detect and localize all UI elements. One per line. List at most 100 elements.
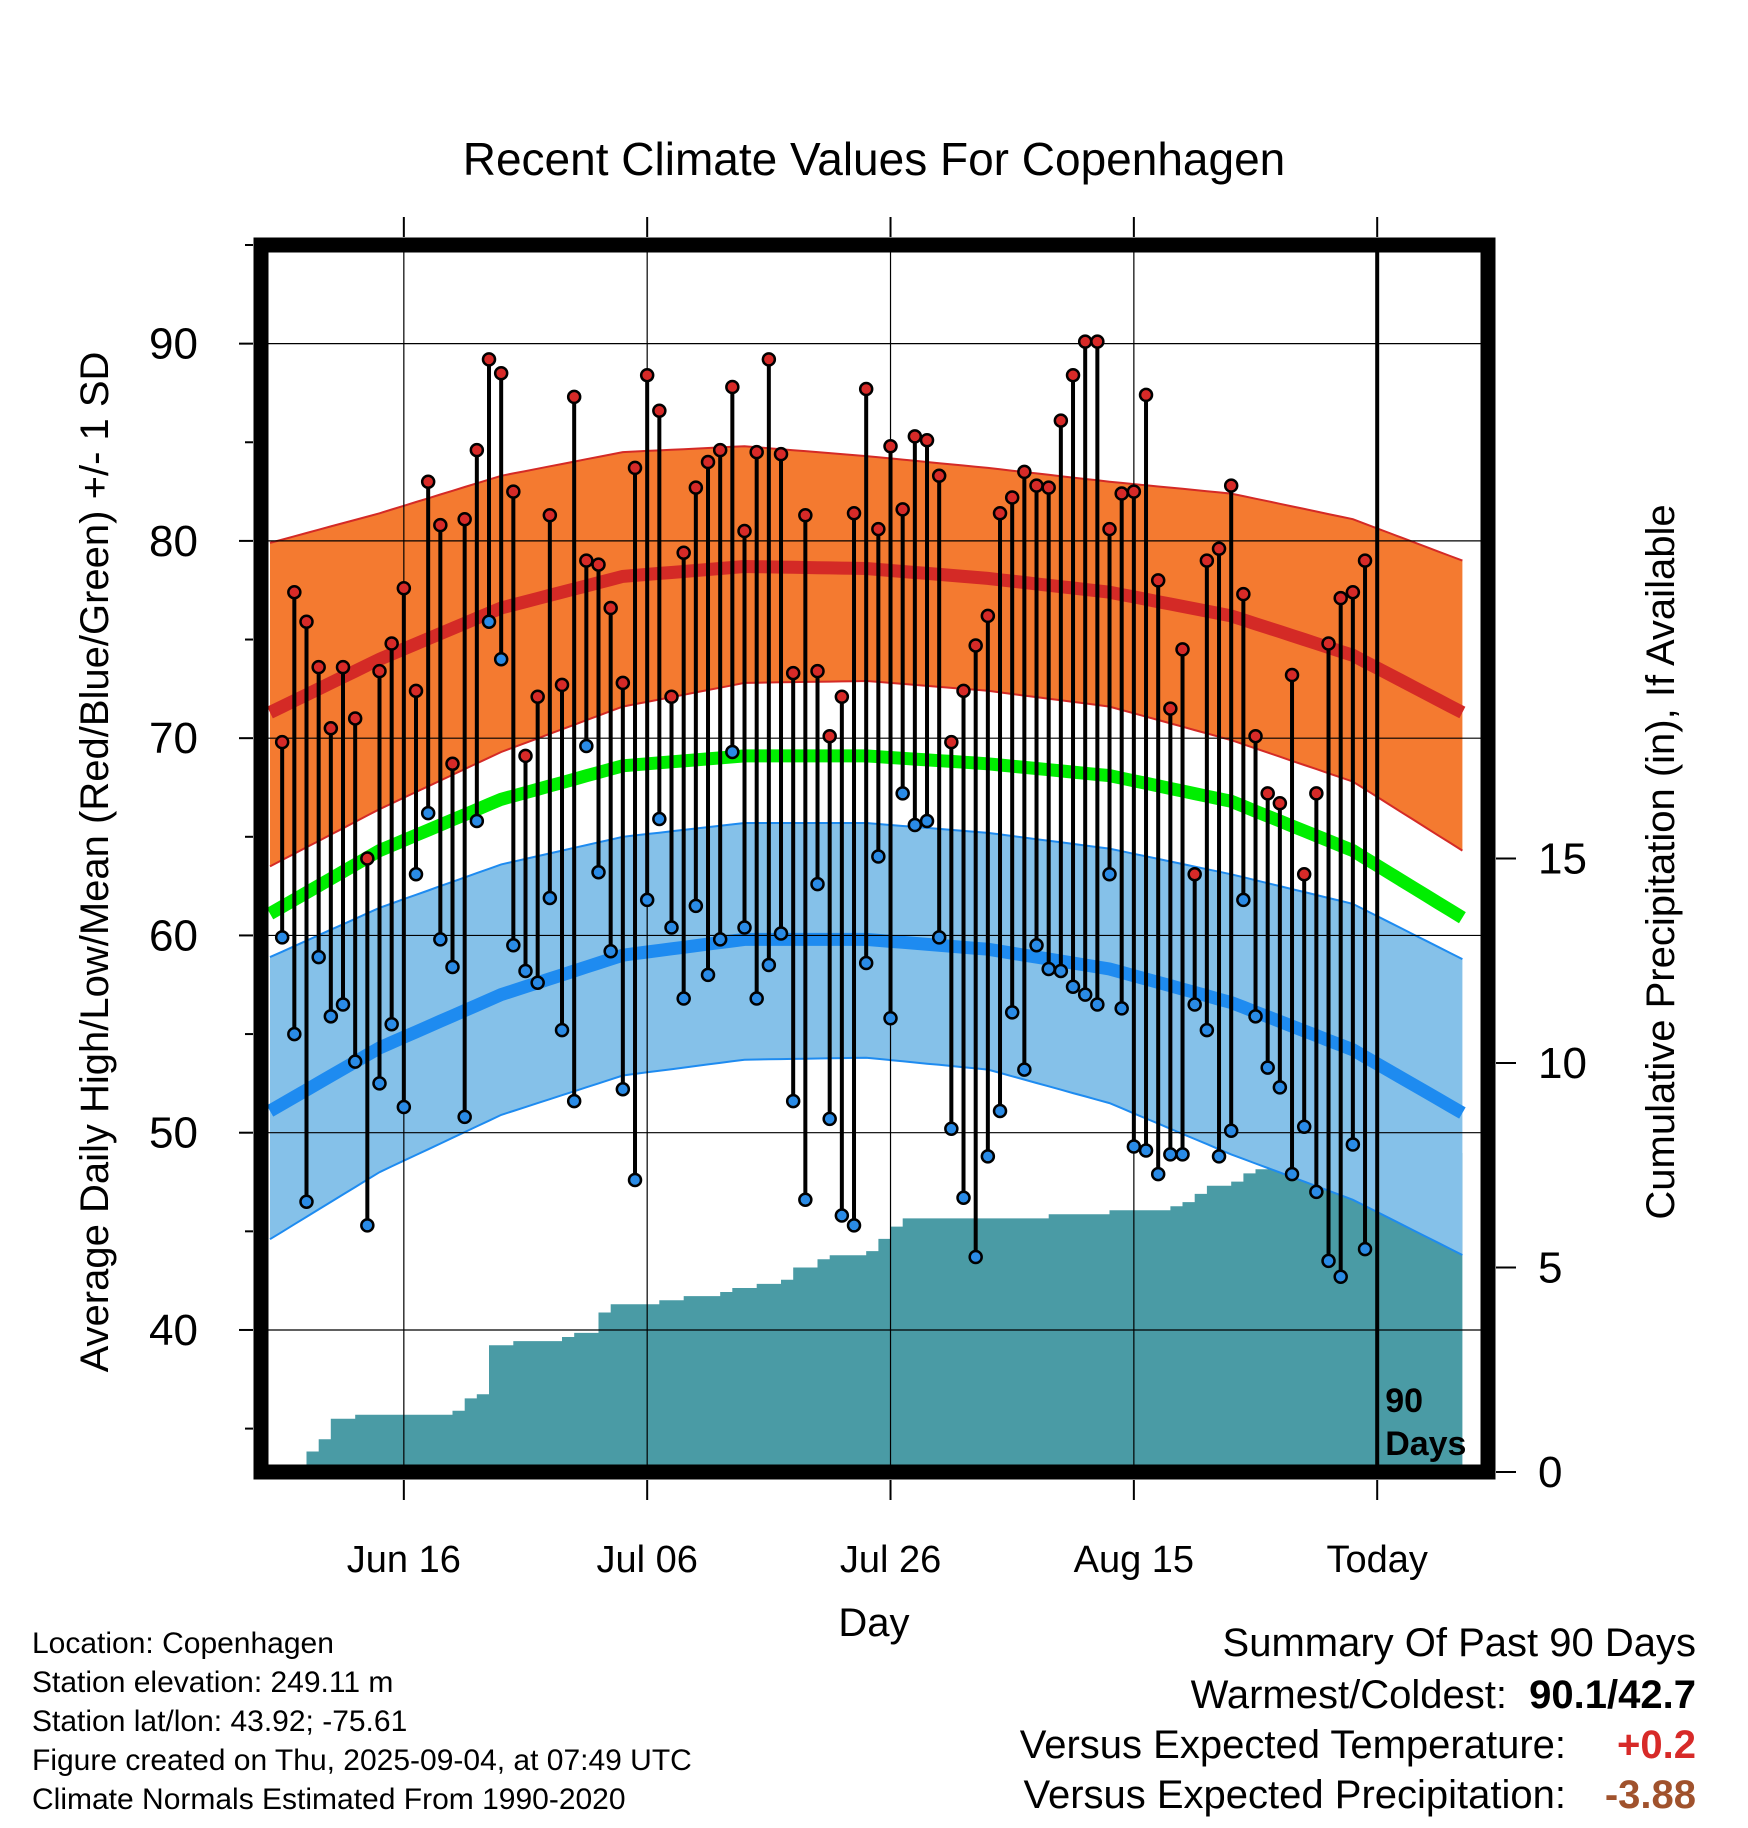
low-minus-sd-line — [269, 1056, 1463, 1256]
daily-high-point — [445, 756, 460, 772]
daily-high-point — [1041, 480, 1056, 495]
summary-precip-label: Versus Expected Precipitation: — [1023, 1773, 1566, 1817]
daily-high-point — [384, 636, 399, 651]
daily-high-point — [1090, 334, 1105, 349]
info-created: Figure created on Thu, 2025-09-04, at 07… — [32, 1744, 692, 1777]
daily-low-point — [639, 892, 655, 908]
daily-high-point — [1065, 367, 1081, 383]
daily-high-point — [1102, 521, 1117, 537]
daily-high-point — [579, 553, 594, 568]
daily-low-point — [469, 813, 485, 829]
daily-low-point — [652, 811, 667, 827]
summary-warm-cold: Warmest/Coldest: 90.1/42.7 — [1191, 1675, 1696, 1715]
daily-high-point — [420, 474, 436, 489]
daily-low-point — [1114, 1001, 1129, 1016]
y-axis-label-left: Average Daily High/Low/Mean (Red/Blue/Gr… — [73, 352, 117, 1373]
daily-high-point — [822, 728, 837, 744]
daily-low-point — [384, 1016, 399, 1032]
daily-low-point — [542, 890, 558, 906]
daily-low-point — [1053, 963, 1069, 979]
daily-high-point — [639, 367, 655, 383]
info-normals: Climate Normals Estimated From 1990-2020 — [32, 1783, 626, 1816]
daily-low-point — [530, 975, 545, 991]
daily-high-point — [347, 711, 363, 726]
daily-low-point — [956, 1190, 971, 1206]
daily-high-point — [1309, 786, 1324, 801]
daily-low-point — [725, 744, 740, 760]
daily-high-point — [664, 689, 679, 704]
precip-area — [294, 1153, 1463, 1472]
daily-low-point — [761, 957, 777, 973]
daily-low-point — [944, 1121, 959, 1137]
daily-high-point — [311, 659, 326, 675]
y-tick-label-left: 40 — [149, 1306, 198, 1355]
daily-low-point — [311, 949, 326, 965]
daily-low-point — [1126, 1139, 1142, 1154]
daily-low-point — [615, 1082, 631, 1097]
daily-high-point — [1333, 590, 1348, 606]
daily-high-point — [1163, 701, 1178, 716]
daily-high-point — [518, 748, 533, 764]
daily-high-point — [493, 365, 509, 381]
daily-high-point — [481, 352, 497, 367]
daily-low-point — [749, 991, 764, 1006]
daily-low-point — [1004, 1005, 1020, 1020]
daily-low-point — [785, 1093, 801, 1109]
daily-low-point — [980, 1149, 996, 1164]
daily-low-point — [566, 1093, 582, 1109]
daily-high-point — [299, 614, 314, 630]
daily-high-point — [1248, 728, 1263, 744]
daily-low-point — [700, 967, 716, 983]
daily-high-point — [469, 442, 485, 458]
daily-low-point — [1236, 892, 1251, 908]
y-tick-label-right: 5 — [1538, 1244, 1562, 1293]
daily-high-point — [396, 580, 412, 596]
daily-low-point — [518, 963, 533, 979]
plot-inner — [261, 245, 1488, 1472]
daily-low-point — [931, 930, 947, 945]
summary-temp-label: Versus Expected Temperature: — [1019, 1723, 1566, 1767]
daily-low-point — [676, 991, 691, 1006]
daily-high-point — [274, 734, 290, 750]
daily-low-point — [347, 1054, 363, 1069]
daily-low-point — [1150, 1166, 1166, 1182]
daily-high-point — [335, 659, 351, 675]
daily-high-point — [980, 608, 996, 624]
daily-low-point — [688, 898, 704, 914]
daily-high-point — [372, 663, 387, 679]
daily-low-point — [1272, 1080, 1288, 1095]
daily-high-point — [627, 460, 643, 476]
daily-low-point — [481, 614, 497, 630]
daily-low-point — [1102, 867, 1117, 882]
daily-low-point — [493, 652, 509, 667]
daily-high-point — [931, 468, 947, 484]
daily-low-point — [1077, 987, 1093, 1002]
daily-high-point — [457, 511, 472, 527]
daily-low-point — [506, 938, 521, 953]
summary-temp-value: +0.2 — [1617, 1723, 1696, 1767]
info-location: Location: Copenhagen — [32, 1627, 334, 1660]
daily-low-point — [883, 1011, 898, 1026]
daily-high-point — [846, 506, 862, 521]
daily-high-point — [1017, 464, 1032, 480]
y-tick-label-left: 60 — [149, 911, 198, 960]
daily-low-point — [1284, 1166, 1300, 1182]
daily-low-point — [822, 1111, 837, 1127]
daily-low-point — [1333, 1269, 1348, 1284]
daily-high-point — [1029, 478, 1044, 493]
daily-low-point — [737, 920, 752, 935]
daily-low-point — [1223, 1123, 1239, 1138]
daily-low-point — [846, 1218, 862, 1233]
daily-high-point — [725, 379, 740, 395]
daily-high-point — [798, 508, 813, 523]
y-tick-label-left: 90 — [149, 320, 198, 369]
daily-low-point — [858, 955, 874, 971]
daily-high-point — [1053, 413, 1069, 428]
daily-low-point — [323, 1009, 339, 1024]
daily-high-point — [542, 508, 558, 523]
daily-high-point — [408, 683, 424, 699]
x-tick-label: Aug 15 — [1074, 1539, 1194, 1581]
summary-warm-cold-value: 90.1/42.7 — [1529, 1673, 1696, 1717]
daily-high-point — [1004, 490, 1020, 505]
